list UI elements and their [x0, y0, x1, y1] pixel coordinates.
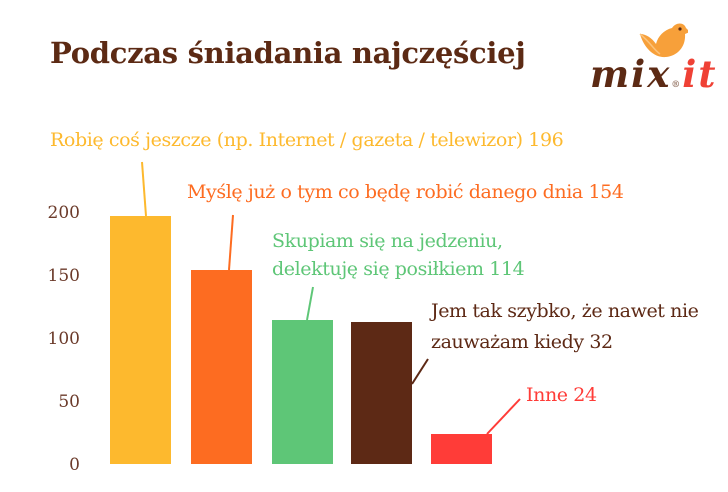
bar-mysle-juz: [191, 270, 252, 464]
bar-jem-szybko: [351, 322, 412, 464]
y-tick-50: 50: [58, 392, 80, 412]
y-tick-0: 0: [69, 455, 80, 475]
logo-wordmark: mix®it: [590, 52, 718, 96]
label-mysle-juz: Myślę już o tym co będę robić danego dni…: [187, 181, 624, 203]
label-jem-szybko-line1: Jem tak szybko, że nawet nie: [431, 300, 699, 322]
label-skupiam-sie-line1: Skupiam się na jedzeniu,: [272, 230, 503, 252]
bar-inne: [431, 434, 492, 464]
bar-skupiam-sie: [272, 320, 333, 464]
y-tick-150: 150: [47, 266, 80, 286]
chart-title: Podczas śniadania najczęściej: [50, 36, 526, 70]
y-tick-100: 100: [47, 329, 80, 349]
label-robie-cos-jeszcze: Robię coś jeszcze (np. Internet / gazeta…: [50, 129, 564, 151]
bar-robie-cos-jeszcze: [110, 216, 171, 464]
label-jem-szybko-line2: zauważam kiedy 32: [431, 331, 613, 353]
bird-icon: [639, 23, 688, 58]
mixit-logo: mix®it: [586, 20, 715, 100]
label-skupiam-sie-line2: delektuję się posiłkiem 114: [272, 258, 525, 280]
y-tick-200: 200: [47, 203, 80, 223]
label-inne: Inne 24: [526, 384, 597, 406]
